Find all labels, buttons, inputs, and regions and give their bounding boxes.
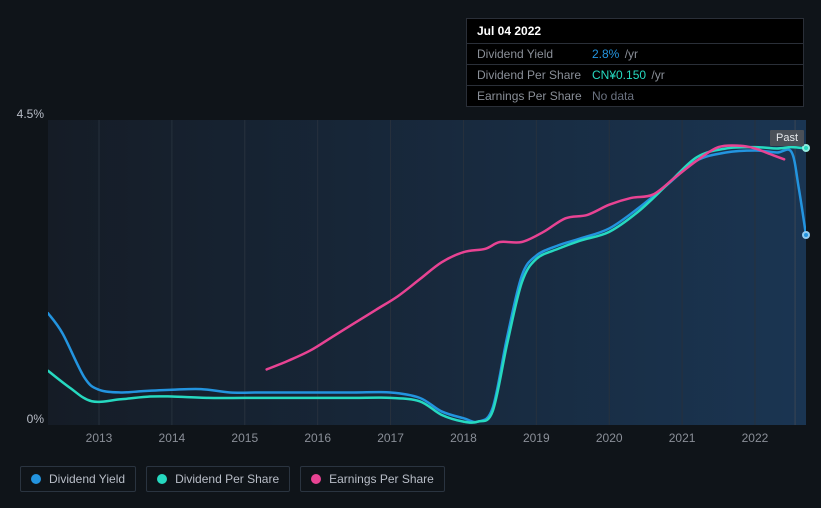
series-end-marker: [802, 231, 810, 239]
tooltip-label: Dividend Per Share: [477, 68, 592, 82]
tooltip-row: Dividend Yield2.8% /yr: [467, 44, 803, 65]
chart-svg: [48, 120, 806, 425]
x-axis-label: 2014: [159, 431, 186, 445]
legend-swatch: [311, 474, 321, 484]
legend-item[interactable]: Dividend Per Share: [146, 466, 290, 492]
x-axis-label: 2017: [377, 431, 404, 445]
tooltip-date: Jul 04 2022: [467, 19, 803, 44]
y-axis-label: 4.5%: [4, 107, 44, 121]
dividend-chart: Jul 04 2022 Dividend Yield2.8% /yrDivide…: [0, 0, 821, 508]
tooltip-value-wrap: 2.8% /yr: [592, 47, 638, 61]
tooltip-label: Dividend Yield: [477, 47, 592, 61]
x-axis-label: 2022: [742, 431, 769, 445]
tooltip-unit: /yr: [648, 68, 665, 82]
chart-tooltip: Jul 04 2022 Dividend Yield2.8% /yrDivide…: [466, 18, 804, 107]
x-axis-label: 2020: [596, 431, 623, 445]
tooltip-row: Earnings Per ShareNo data: [467, 86, 803, 106]
x-axis-label: 2013: [86, 431, 113, 445]
plot-area[interactable]: [48, 120, 806, 425]
legend-swatch: [31, 474, 41, 484]
tooltip-value: CN¥0.150: [592, 68, 646, 82]
x-axis-label: 2016: [304, 431, 331, 445]
past-badge: Past: [770, 130, 804, 146]
tooltip-row: Dividend Per ShareCN¥0.150 /yr: [467, 65, 803, 86]
y-axis-label: 0%: [4, 412, 44, 426]
x-axis-label: 2021: [669, 431, 696, 445]
legend-label: Dividend Per Share: [175, 472, 279, 486]
tooltip-value: No data: [592, 89, 634, 103]
legend-swatch: [157, 474, 167, 484]
x-axis-label: 2019: [523, 431, 550, 445]
x-axis-label: 2015: [231, 431, 258, 445]
tooltip-value-wrap: No data: [592, 89, 634, 103]
tooltip-value: 2.8%: [592, 47, 619, 61]
legend-item[interactable]: Earnings Per Share: [300, 466, 445, 492]
tooltip-rows: Dividend Yield2.8% /yrDividend Per Share…: [467, 44, 803, 106]
x-axis-label: 2018: [450, 431, 477, 445]
legend-label: Dividend Yield: [49, 472, 125, 486]
tooltip-unit: /yr: [621, 47, 638, 61]
legend-item[interactable]: Dividend Yield: [20, 466, 136, 492]
chart-legend: Dividend Yield Dividend Per Share Earnings…: [20, 466, 445, 492]
tooltip-value-wrap: CN¥0.150 /yr: [592, 68, 665, 82]
legend-label: Earnings Per Share: [329, 472, 434, 486]
tooltip-label: Earnings Per Share: [477, 89, 592, 103]
